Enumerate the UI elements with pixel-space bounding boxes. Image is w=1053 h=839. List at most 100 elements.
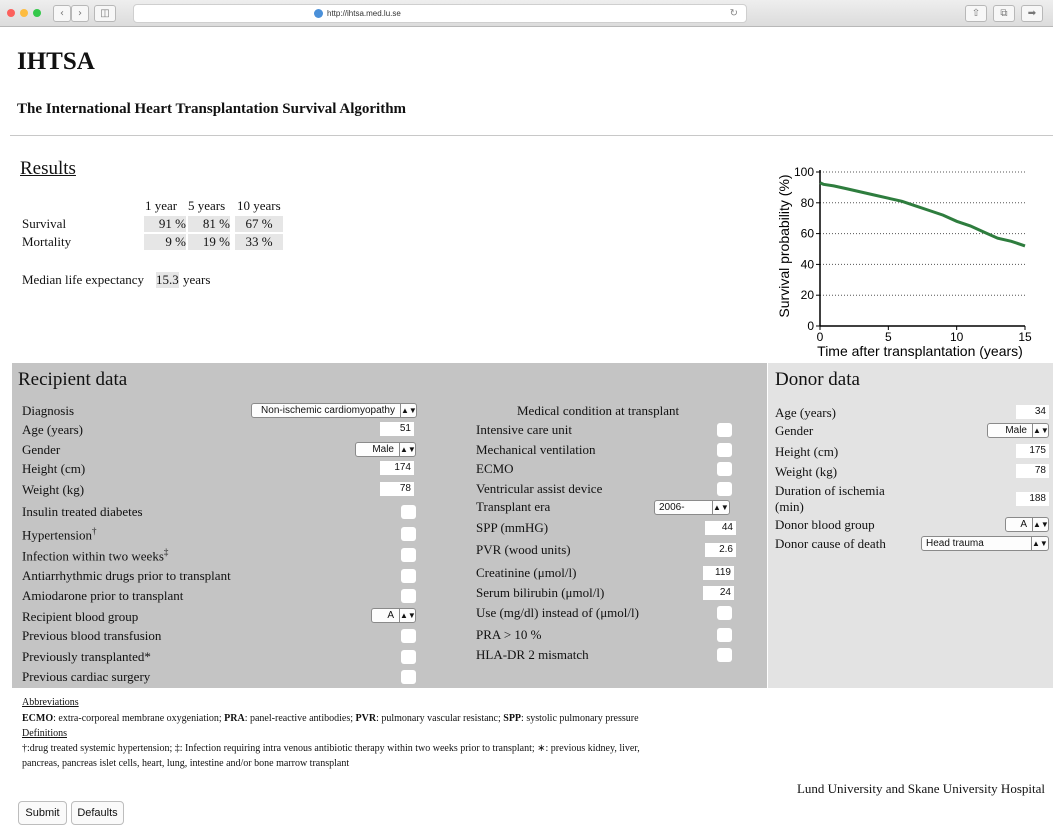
page-subtitle: The International Heart Transplantation … [17,101,407,117]
recipient-blood-group-value: A [387,610,394,621]
donor-title: Donor data [775,369,860,390]
y-tick-label: 40 [801,257,815,271]
ischemia-input[interactable]: 188 [1016,492,1049,506]
antiarrhythmic-checkbox[interactable] [401,569,416,583]
height-label: Height (cm) [22,461,86,476]
diagnosis-label: Diagnosis [22,403,74,418]
infection-label: Infection within two weeks‡ [22,547,168,564]
age-input[interactable]: 51 [380,422,414,436]
diagnosis-select[interactable]: Non-ischemic cardiomyopathy ▲▼ [251,403,417,418]
share-icon[interactable]: ⇧ [965,5,987,22]
hla-checkbox[interactable] [717,648,732,662]
donor-age-input[interactable]: 34 [1016,405,1049,419]
abbrev-def: : pulmonary vascular resistanc; [376,713,504,724]
infection-checkbox[interactable] [401,548,416,562]
mortality-5-years: 19 % [188,234,230,250]
definitions-title: Definitions [22,728,67,739]
donor-gender-value: Male [1005,425,1027,436]
cardiac-surgery-checkbox[interactable] [401,670,416,684]
chart-ticks: 0 20 40 60 80 100 0 5 10 15 [794,165,1032,344]
era-value: 2006- [659,502,685,513]
donor-age-label: Age (years) [775,405,836,420]
donor-height-input[interactable]: 175 [1016,444,1049,458]
chevron-updown-icon: ▲▼ [1032,518,1049,531]
hypertension-label: Hypertension† [22,526,97,543]
download-icon[interactable]: ➡ [1021,5,1043,22]
weight-input[interactable]: 78 [380,482,414,496]
amiodarone-label: Amiodarone prior to transplant [22,588,184,603]
page-title: IHTSA [17,48,95,75]
chart-x-axis-label: Time after transplantation (years) [817,343,1023,359]
donor-blood-group-select[interactable]: A ▲▼ [1005,517,1049,532]
y-tick-label: 60 [801,227,815,241]
infection-mark: ‡ [163,547,169,557]
diabetes-checkbox[interactable] [401,505,416,519]
chevron-updown-icon: ▲▼ [399,443,416,456]
era-select[interactable]: 2006- ▲▼ [654,500,730,515]
back-arrow-icon[interactable]: ‹ [53,5,71,22]
reload-icon[interactable]: ↻ [729,8,738,19]
antiarrhythmic-label: Antiarrhythmic drugs prior to transplant [22,568,231,583]
x-tick-label: 0 [817,330,824,344]
ecmo-label: ECMO [476,461,514,476]
vad-checkbox[interactable] [717,482,732,496]
x-tick-label: 15 [1018,330,1032,344]
donor-cause-select[interactable]: Head trauma ▲▼ [921,536,1049,551]
donor-weight-input[interactable]: 78 [1016,464,1049,478]
gender-select[interactable]: Male ▲▼ [355,442,416,457]
pvr-label: PVR (wood units) [476,542,571,557]
donor-cause-label: Donor cause of death [775,536,886,551]
abbrev-term: PRA [224,713,245,724]
bilirubin-label: Serum bilirubin (μmol/l) [476,585,605,600]
spp-label: SPP (mmHG) [476,520,549,535]
close-window-icon[interactable] [7,9,15,17]
hypertension-checkbox[interactable] [401,527,416,541]
y-tick-label: 80 [801,196,815,210]
results-title: Results [20,158,76,179]
defaults-button[interactable]: Defaults [71,801,124,825]
donor-weight-label: Weight (kg) [775,464,838,479]
abbreviations-text: ECMO: extra-corporeal membrane oxygeniat… [22,713,639,724]
pvr-input[interactable]: 2.6 [705,543,736,557]
hypertension-mark: † [92,526,97,536]
ventilation-checkbox[interactable] [717,443,732,457]
bilirubin-input[interactable]: 24 [703,586,734,600]
recipient-blood-group-label: Recipient blood group [22,609,139,624]
transfusion-checkbox[interactable] [401,629,416,643]
creatinine-label: Creatinine (μmol/l) [476,565,577,580]
donor-cause-value: Head trauma [926,538,984,549]
creatinine-input[interactable]: 119 [703,566,734,580]
survival-1-year: 91 % [144,216,186,232]
donor-blood-group-label: Donor blood group [775,517,875,532]
x-tick-label: 5 [885,330,892,344]
transplanted-checkbox[interactable] [401,650,416,664]
abbreviations-title: Abbreviations [22,697,79,708]
icu-checkbox[interactable] [717,423,732,437]
minimize-window-icon[interactable] [20,9,28,17]
tabs-icon[interactable]: ⧉ [993,5,1015,22]
chart-axes [816,170,1026,330]
use-mgdl-checkbox[interactable] [717,606,732,620]
header-divider [10,135,1053,136]
amiodarone-checkbox[interactable] [401,589,416,603]
pra-checkbox[interactable] [717,628,732,642]
mortality-1-year: 9 % [144,234,186,250]
address-bar[interactable]: http://ihtsa.med.lu.se ↻ [133,4,747,23]
recipient-blood-group-select[interactable]: A ▲▼ [371,608,416,623]
maximize-window-icon[interactable] [33,9,41,17]
donor-gender-select[interactable]: Male ▲▼ [987,423,1049,438]
sidebar-icon[interactable]: ◫ [94,5,116,22]
mortality-10-years: 33 % [235,234,283,250]
ecmo-checkbox[interactable] [717,462,732,476]
donor-blood-group-value: A [1020,519,1027,530]
url-text: http://ihtsa.med.lu.se [327,9,401,18]
forward-arrow-icon[interactable]: › [71,5,89,22]
spp-input[interactable]: 44 [705,521,736,535]
submit-button[interactable]: Submit [18,801,67,825]
height-input[interactable]: 174 [380,461,414,475]
chevron-updown-icon: ▲▼ [400,404,417,417]
transfusion-label: Previous blood transfusion [22,628,162,643]
chart-y-axis-label: Survival probability (%) [776,174,792,317]
icu-label: Intensive care unit [476,422,573,437]
donor-gender-label: Gender [775,423,814,438]
